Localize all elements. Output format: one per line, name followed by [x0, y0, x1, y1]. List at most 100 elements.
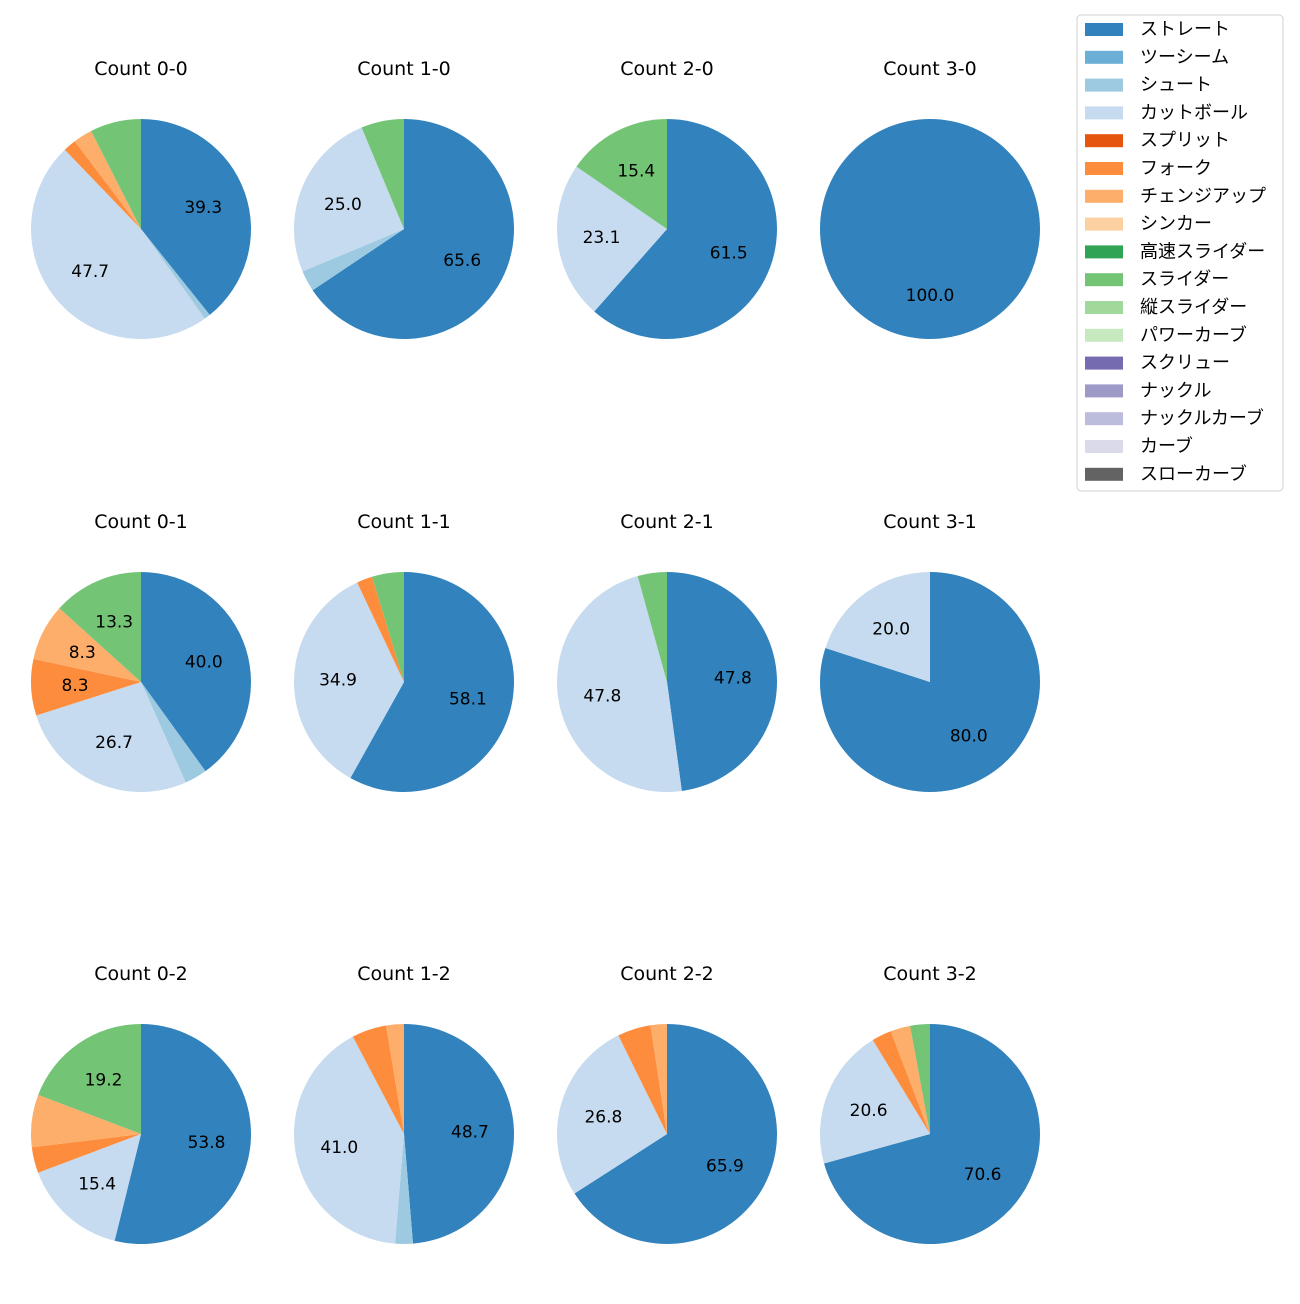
slice-label: 48.7	[451, 1122, 489, 1142]
pie-title: Count 1-0	[357, 58, 451, 80]
legend-swatch	[1085, 78, 1123, 92]
slice-label: 39.3	[184, 198, 222, 218]
legend-label: シンカー	[1140, 214, 1212, 235]
pie-slice	[820, 119, 1040, 339]
pie-slice	[312, 119, 514, 339]
pie-slice	[38, 1024, 142, 1134]
legend-item: チェンジアップ	[1085, 186, 1266, 207]
pie-count-0-2: Count 0-2 53.8 15.4 19.2	[31, 963, 251, 1244]
pie-slice	[910, 1024, 930, 1134]
pie-title: Count 0-0	[94, 58, 188, 80]
legend-swatch	[1085, 440, 1123, 453]
pie-count-1-2: Count 1-2 48.7 41.0	[293, 963, 514, 1244]
legend-label: カットボール	[1140, 102, 1248, 123]
legend-item: フォーク	[1085, 158, 1212, 179]
legend-swatch	[1085, 134, 1123, 148]
legend-swatch	[1085, 328, 1123, 342]
pie-slice	[824, 1024, 1040, 1245]
legend-swatch	[1085, 273, 1123, 287]
pie-slice	[114, 1024, 251, 1244]
pie-slice	[557, 575, 682, 792]
legend-frame	[1076, 14, 1284, 492]
pie-slice	[395, 1134, 413, 1244]
pie-slice	[819, 572, 1040, 792]
pie-slice	[404, 1024, 514, 1244]
legend-item: シンカー	[1085, 214, 1212, 235]
pie-slice	[574, 1024, 777, 1244]
slice-label: 80.0	[950, 726, 988, 746]
legend-swatch	[1085, 106, 1123, 120]
legend-item: スクリュー	[1085, 353, 1230, 374]
pie-slice	[820, 1040, 930, 1164]
legend-label: シュート	[1140, 75, 1212, 96]
pie-title: Count 3-2	[883, 963, 977, 985]
slice-label: 61.5	[710, 243, 748, 263]
pie-count-1-0: Count 1-0 65.6 25.0	[294, 58, 514, 339]
pie-slice	[141, 682, 206, 783]
legend-swatch	[1085, 356, 1123, 370]
legend: ストレートツーシームシュートカットボールスプリットフォークチェンジアップシンカー…	[1076, 14, 1284, 492]
legend-swatch	[1085, 384, 1123, 398]
pie-slice	[38, 1134, 142, 1241]
slice-label: 23.1	[583, 228, 621, 248]
slice-label: 19.2	[85, 1071, 123, 1091]
pie-slice	[33, 608, 141, 682]
legend-label: ツーシーム	[1140, 47, 1229, 68]
pie-count-3-2: Count 3-2 70.6 20.6	[820, 963, 1040, 1245]
legend-item: パワーカーブ	[1085, 324, 1247, 346]
pie-count-3-0: Count 3-0 100.0	[820, 58, 1040, 339]
slice-label: 8.3	[62, 676, 89, 696]
legend-item: ナックルカーブ	[1085, 407, 1264, 429]
pie-slice	[74, 130, 141, 229]
legend-item: カットボール	[1085, 102, 1248, 123]
legend-item: スプリット	[1085, 130, 1230, 151]
legend-label: ナックルカーブ	[1140, 407, 1264, 429]
legend-label: 高速スライダー	[1140, 241, 1265, 262]
pie-slice	[576, 119, 667, 229]
slice-label: 15.4	[78, 1174, 116, 1194]
pie-title: Count 2-2	[620, 963, 714, 985]
legend-swatch	[1085, 467, 1123, 481]
slice-label: 58.1	[449, 690, 487, 710]
pie-slice	[141, 229, 210, 319]
legend-swatch	[1085, 217, 1123, 231]
pie-slice	[31, 1134, 141, 1173]
pie-slice	[890, 1025, 930, 1134]
slice-label: 8.3	[69, 643, 96, 663]
pie-count-0-1: Count 0-1 40.0 26.7 8.3 8.3 13.3	[30, 511, 251, 792]
pie-slice	[31, 149, 205, 339]
legend-label: スライダー	[1140, 269, 1229, 290]
pie-title: Count 0-1	[94, 511, 188, 533]
pie-slice	[141, 119, 251, 315]
pie-count-0-0: Count 0-0 39.3 47.7	[31, 58, 251, 339]
legend-label: スプリット	[1140, 130, 1230, 151]
pie-slice	[30, 658, 141, 716]
pie-count-3-1: Count 3-1 80.0 20.0	[819, 511, 1040, 792]
pie-slice	[31, 1094, 142, 1148]
legend-item: ナックル	[1085, 380, 1211, 401]
pie-slice	[59, 572, 141, 682]
pie-slice	[618, 1025, 667, 1134]
legend-item: 縦スライダー	[1085, 297, 1247, 318]
pie-count-2-0: Count 2-0 61.5 23.1 15.4	[557, 58, 777, 340]
pie-title: Count 1-1	[357, 511, 451, 533]
pie-slice	[386, 1024, 404, 1134]
pie-slice	[594, 119, 777, 340]
pie-slice	[872, 1031, 930, 1134]
legend-swatch	[1085, 412, 1123, 426]
legend-swatch	[1085, 189, 1123, 203]
pie-title: Count 3-0	[883, 58, 977, 80]
legend-item: 高速スライダー	[1085, 241, 1265, 262]
legend-item: ツーシーム	[1085, 47, 1229, 68]
pie-slice	[293, 1036, 404, 1244]
legend-swatch	[1085, 245, 1123, 259]
legend-item: シュート	[1085, 75, 1212, 96]
slice-label: 25.0	[324, 195, 362, 215]
slice-label: 47.8	[583, 686, 621, 706]
pie-title: Count 0-2	[94, 963, 188, 985]
pie-count-2-2: Count 2-2 65.9 26.8	[557, 963, 777, 1244]
pie-slice	[352, 1025, 404, 1134]
pie-slice	[371, 572, 404, 682]
pie-slice	[91, 119, 141, 229]
